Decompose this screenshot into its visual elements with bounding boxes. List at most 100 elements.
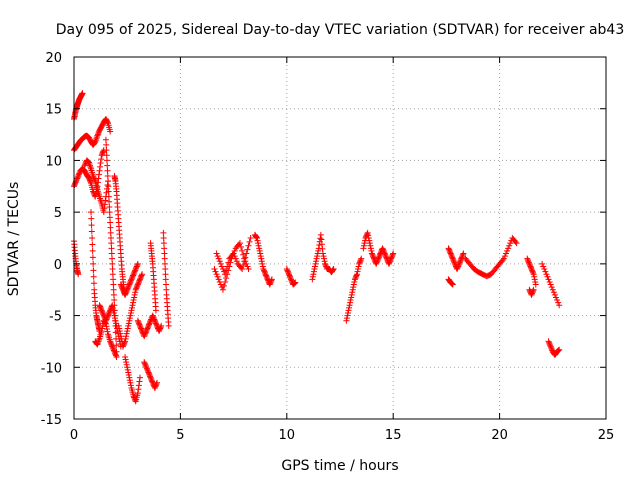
data-point bbox=[499, 256, 506, 263]
data-point bbox=[349, 286, 356, 293]
data-point bbox=[356, 259, 363, 266]
data-point bbox=[292, 279, 299, 286]
data-point bbox=[146, 372, 153, 379]
data-point bbox=[547, 343, 554, 350]
data-point bbox=[152, 383, 159, 390]
data-point bbox=[139, 271, 146, 278]
data-point bbox=[215, 255, 222, 262]
data-point bbox=[131, 294, 138, 301]
x-tick-label: 25 bbox=[598, 428, 615, 443]
data-point bbox=[117, 333, 124, 340]
data-point bbox=[217, 281, 224, 288]
data-point bbox=[113, 353, 120, 360]
data-point bbox=[79, 90, 86, 97]
data-point bbox=[457, 256, 464, 263]
data-point bbox=[110, 347, 117, 354]
data-point bbox=[122, 353, 129, 360]
data-point bbox=[319, 245, 326, 252]
data-point bbox=[163, 286, 170, 293]
data-point bbox=[144, 324, 151, 331]
data-point bbox=[257, 250, 264, 257]
data-point bbox=[103, 147, 110, 154]
data-point bbox=[125, 282, 132, 289]
data-point bbox=[357, 258, 364, 265]
data-point bbox=[506, 242, 513, 249]
data-point bbox=[120, 342, 127, 349]
data-point bbox=[529, 267, 536, 274]
data-point bbox=[346, 302, 353, 309]
data-point bbox=[131, 268, 138, 275]
data-point bbox=[98, 152, 105, 159]
data-point bbox=[266, 281, 273, 288]
data-point bbox=[107, 235, 114, 241]
data-point bbox=[546, 339, 553, 346]
data-point bbox=[113, 348, 120, 355]
data-point bbox=[375, 254, 382, 261]
y-tick-label: 15 bbox=[45, 103, 62, 118]
data-point bbox=[130, 297, 137, 304]
data-point bbox=[448, 280, 455, 287]
data-point bbox=[268, 276, 275, 283]
data-point bbox=[354, 271, 361, 278]
data-point bbox=[367, 245, 374, 252]
data-point bbox=[133, 285, 140, 292]
data-point bbox=[374, 258, 381, 265]
data-point bbox=[136, 277, 143, 284]
data-point bbox=[524, 255, 531, 262]
data-point bbox=[261, 269, 268, 276]
data-point bbox=[244, 263, 251, 270]
data-point bbox=[504, 247, 511, 254]
data-point bbox=[112, 329, 119, 336]
data-point bbox=[531, 273, 538, 280]
data-point bbox=[96, 167, 103, 174]
data-point bbox=[149, 378, 156, 385]
data-point bbox=[103, 157, 110, 164]
data-point bbox=[360, 245, 367, 252]
data-point bbox=[136, 378, 143, 385]
data-point bbox=[130, 272, 137, 279]
data-point bbox=[448, 251, 455, 258]
data-point bbox=[126, 280, 133, 287]
data-point bbox=[127, 312, 134, 319]
data-point bbox=[345, 307, 352, 314]
data-point bbox=[152, 382, 159, 389]
data-point bbox=[330, 266, 337, 273]
data-point bbox=[88, 222, 95, 229]
data-point bbox=[546, 341, 553, 348]
data-point bbox=[542, 268, 549, 275]
data-point bbox=[287, 275, 294, 282]
data-point bbox=[150, 315, 157, 322]
data-point bbox=[354, 268, 361, 275]
data-point bbox=[319, 250, 326, 257]
data-point bbox=[104, 162, 111, 169]
x-tick-label: 20 bbox=[491, 428, 508, 443]
data-point bbox=[344, 309, 351, 316]
data-point bbox=[350, 284, 357, 291]
data-point bbox=[260, 266, 267, 273]
data-point bbox=[137, 324, 144, 331]
data-point bbox=[217, 260, 224, 267]
data-point bbox=[144, 366, 151, 373]
data-point bbox=[133, 284, 140, 291]
data-point bbox=[90, 267, 97, 274]
y-tick-label: 10 bbox=[45, 154, 62, 169]
data-point bbox=[343, 317, 350, 324]
data-point bbox=[146, 370, 153, 377]
data-point bbox=[99, 322, 106, 329]
data-point bbox=[105, 188, 112, 195]
data-point bbox=[449, 281, 456, 288]
data-point bbox=[223, 267, 230, 274]
data-point bbox=[257, 253, 264, 260]
data-point bbox=[285, 271, 292, 278]
plot-frame bbox=[73, 56, 607, 420]
data-point bbox=[365, 235, 372, 241]
data-point bbox=[123, 288, 130, 295]
data-point bbox=[322, 260, 329, 267]
data-point bbox=[218, 263, 225, 270]
data-point bbox=[126, 374, 133, 381]
data-point bbox=[87, 178, 94, 185]
data-point bbox=[390, 250, 397, 257]
data-point bbox=[369, 251, 376, 258]
data-point bbox=[147, 319, 154, 326]
data-point bbox=[310, 271, 317, 278]
